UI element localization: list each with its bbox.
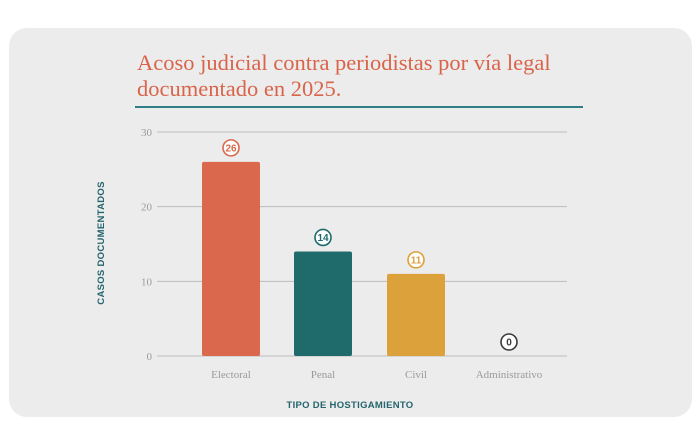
x-tick-label-civil: Civil — [405, 369, 427, 381]
value-label-administrativo: 0 — [506, 338, 512, 349]
x-tick-label-penal: Penal — [311, 369, 335, 381]
value-badge-administrativo — [500, 333, 518, 351]
value-label-penal: 14 — [317, 233, 329, 244]
bar-civil — [387, 273, 445, 356]
x-tick-label-electoral: Electoral — [211, 369, 251, 381]
value-label-civil: 11 — [411, 255, 422, 266]
bar-penal — [294, 251, 352, 356]
y-tick-label: 30 — [141, 127, 153, 139]
value-badge-electoral — [222, 139, 240, 157]
title-underline — [135, 106, 583, 108]
x-axis-title: TIPO DE HOSTIGAMIENTO — [287, 400, 414, 411]
bar-electoral — [202, 161, 260, 356]
y-axis-title: CASOS DOCUMENTADOS — [96, 181, 107, 304]
y-tick-label: 10 — [141, 276, 153, 288]
y-tick-label: 20 — [141, 202, 153, 214]
chart-title: Acoso judicial contra periodistas por ví… — [137, 50, 551, 101]
value-badge-penal — [314, 228, 332, 247]
value-badge-civil — [407, 251, 425, 269]
y-tick-label: 0 — [147, 351, 153, 363]
value-label-electoral: 26 — [225, 143, 237, 154]
x-tick-label-administrativo: Administrativo — [476, 369, 543, 381]
